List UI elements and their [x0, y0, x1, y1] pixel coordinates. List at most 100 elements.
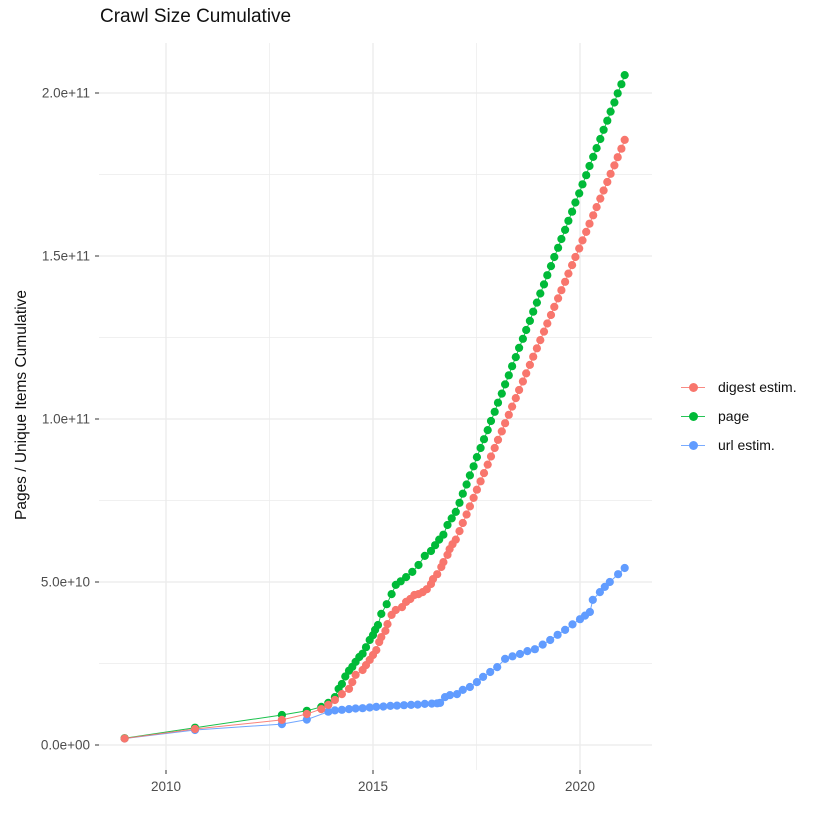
data-point: [344, 684, 354, 694]
data-point: [372, 646, 381, 655]
data-point: [337, 679, 346, 689]
data-point: [620, 135, 629, 144]
legend: digest estim. page url estim.: [681, 378, 797, 454]
y-tick-label: 1.0e+11: [42, 412, 90, 427]
data-point: [617, 144, 626, 153]
legend-label: page: [718, 408, 750, 424]
data-point: [561, 277, 570, 286]
legend-key-url-icon: [681, 436, 705, 454]
data-point: [578, 236, 587, 245]
x-tick-label: 2015: [358, 779, 388, 794]
legend-key-page-icon: [681, 407, 705, 425]
data-point: [451, 507, 460, 516]
legend-label: url estim.: [718, 437, 775, 453]
y-tick-label: 2.0e+11: [42, 86, 90, 101]
data-point: [408, 567, 417, 577]
data-point: [620, 563, 629, 573]
data-point: [472, 453, 481, 462]
data-point: [508, 652, 517, 661]
data-point: [479, 435, 489, 444]
data-point: [455, 498, 464, 507]
data-point: [543, 319, 552, 328]
data-point: [532, 298, 542, 307]
data-point: [536, 336, 545, 345]
data-point: [620, 71, 629, 80]
y-tick-label: 5.0e+10: [41, 575, 90, 590]
data-point: [592, 203, 601, 212]
data-point: [483, 460, 492, 469]
data-point: [564, 216, 573, 225]
data-point: [543, 271, 552, 280]
data-point: [582, 227, 591, 236]
data-point: [550, 252, 559, 262]
data-point: [472, 678, 481, 687]
legend-label: digest estim.: [718, 379, 797, 395]
data-point: [613, 89, 622, 98]
data-point: [351, 670, 360, 680]
data-point: [599, 125, 608, 134]
data-point: [515, 343, 524, 352]
data-point: [610, 98, 619, 107]
data-point: [603, 177, 612, 187]
data-point: [373, 620, 383, 630]
data-point: [472, 485, 481, 494]
data-point: [539, 280, 549, 289]
data-point: [515, 649, 525, 659]
data-point: [361, 643, 371, 652]
data-point: [324, 707, 333, 716]
data-point: [511, 394, 520, 403]
data-point: [585, 161, 594, 171]
data-point: [476, 443, 485, 453]
data-point: [600, 582, 609, 592]
data-point: [407, 700, 416, 710]
data-point: [120, 734, 129, 743]
data-point: [462, 510, 471, 519]
data-point: [458, 685, 467, 695]
data-point: [458, 518, 467, 528]
data-point: [561, 225, 570, 234]
data-point: [365, 703, 374, 712]
data-point: [443, 520, 452, 530]
data-point: [501, 380, 510, 389]
data-point: [595, 588, 605, 597]
data-point: [546, 262, 556, 271]
data-point: [387, 590, 396, 599]
data-point: [504, 371, 513, 380]
data-point: [568, 207, 577, 216]
data-point: [479, 469, 489, 478]
data-point: [458, 489, 467, 498]
data-point: [344, 705, 354, 714]
y-tick-label: 1.5e+11: [42, 249, 90, 264]
data-point: [402, 573, 411, 582]
data-point: [553, 630, 562, 639]
data-point: [190, 724, 200, 734]
data-point: [554, 243, 563, 252]
data-point: [613, 153, 622, 162]
data-point: [497, 427, 506, 436]
data-point: [571, 252, 580, 262]
data-point: [277, 715, 286, 725]
data-point: [399, 701, 409, 710]
data-point: [515, 385, 524, 395]
data-point: [445, 691, 455, 700]
data-point: [358, 704, 367, 713]
data-point: [486, 416, 496, 426]
data-point: [575, 189, 584, 198]
data-point: [348, 678, 357, 687]
data-point: [546, 635, 555, 645]
data-point: [523, 647, 532, 656]
data-point: [469, 493, 478, 502]
data-point: [382, 600, 391, 609]
data-point: [525, 360, 535, 369]
data-point: [582, 171, 591, 180]
data-point: [386, 701, 395, 711]
data-point: [557, 286, 566, 295]
series-url-estim: [120, 563, 629, 743]
data-point: [420, 699, 429, 709]
data-point: [518, 334, 528, 343]
data-point: [599, 186, 608, 195]
data-point: [536, 289, 545, 298]
data-point: [486, 667, 495, 677]
data-point: [330, 706, 339, 715]
